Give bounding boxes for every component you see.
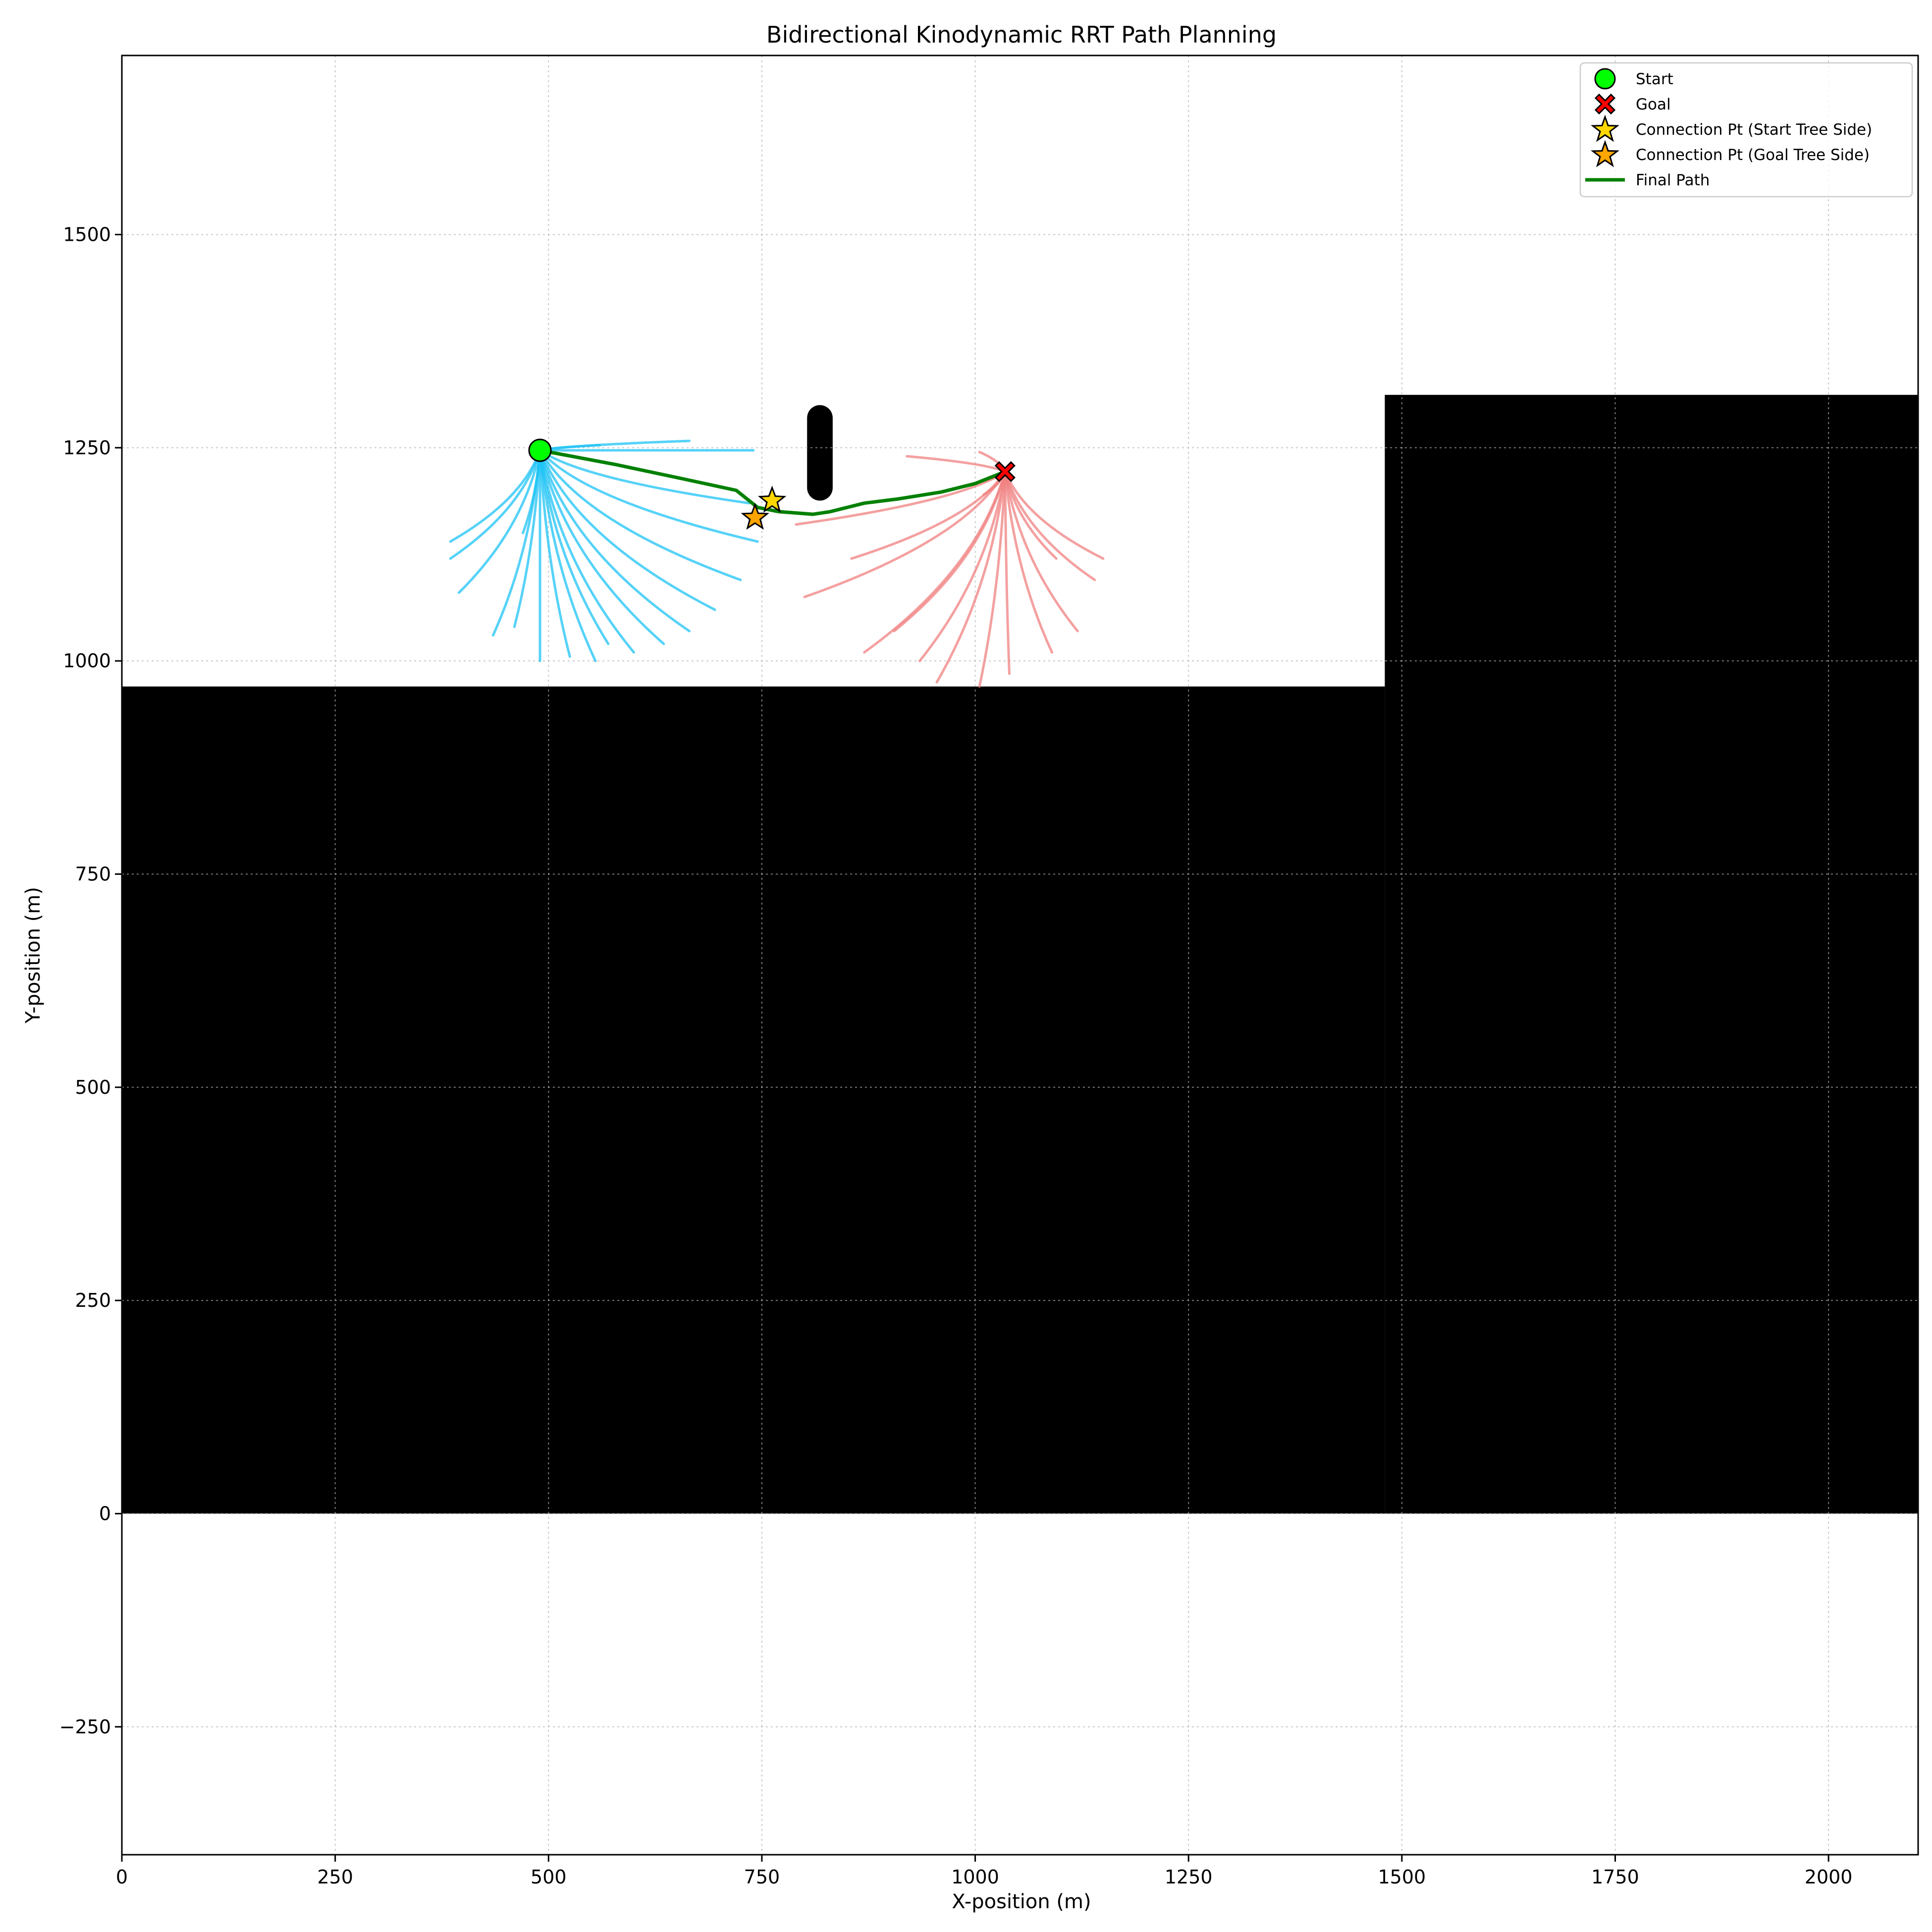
connection-start-side-marker (757, 485, 787, 513)
legend-label-goal: Goal (1636, 96, 1671, 113)
obstacle-layer (122, 395, 1918, 1514)
connection-goal-side-marker (741, 502, 769, 530)
legend-label-final-path: Final Path (1636, 171, 1710, 189)
start-tree-branch (449, 449, 541, 543)
start-marker (528, 438, 552, 462)
legend: Start Goal Connection Pt (Start Tree Sid… (1579, 62, 1913, 198)
x-tick-label: 250 (317, 1866, 353, 1888)
y-axis-label: Y-position (m) (22, 887, 45, 1023)
legend-label-connection-goal: Connection Pt (Goal Tree Side) (1636, 146, 1870, 164)
plot-area (121, 55, 1918, 1855)
goal-tree-branch (935, 470, 1007, 684)
goal-tree-branch (918, 470, 1007, 662)
final-path-line (538, 448, 1007, 516)
x-tick-label: 1000 (951, 1866, 999, 1888)
start-tree-branch (538, 449, 636, 654)
start-tree-branch (538, 449, 716, 611)
goal-tree-branch (893, 470, 1007, 633)
legend-label-connection-start: Connection Pt (Start Tree Side) (1636, 121, 1872, 139)
y-tick-label: 1250 (63, 437, 111, 459)
legend-goal-marker (1594, 93, 1616, 115)
obstacle (807, 405, 833, 501)
x-tick-label: 0 (116, 1866, 128, 1888)
x-tick-label: 1500 (1378, 1866, 1426, 1888)
x-axis-ticks: 0 250 500 750 1000 1250 1500 1750 2000 (116, 1855, 1853, 1888)
start-tree-branch (538, 449, 751, 505)
goal-tree-branch (978, 470, 1007, 688)
marker-layer (528, 438, 1016, 530)
x-tick-label: 2000 (1805, 1866, 1853, 1888)
tree-layer (449, 439, 1105, 688)
y-tick-label: 750 (75, 863, 111, 885)
legend-box (1579, 62, 1913, 198)
start-tree-branch (538, 449, 571, 658)
start-tree-branch (538, 449, 759, 543)
start-tree-branch (538, 449, 597, 662)
y-tick-label: 500 (75, 1076, 111, 1098)
x-tick-label: 750 (744, 1866, 780, 1888)
obstacle (122, 686, 1385, 1514)
x-axis-label: X-position (m) (952, 1890, 1091, 1913)
goal-tree-branch (1004, 470, 1096, 582)
goal-tree-branch (1004, 470, 1011, 675)
y-tick-label: −250 (59, 1716, 111, 1738)
start-tree-branch (538, 449, 742, 582)
legend-connection-goal-marker (1591, 140, 1619, 167)
y-tick-label: 250 (75, 1289, 111, 1311)
legend-label-start: Start (1636, 70, 1673, 88)
legend-start-marker (1594, 68, 1616, 90)
legend-connection-start-marker (1591, 114, 1619, 142)
obstacle (1385, 395, 1918, 1514)
x-tick-label: 1750 (1591, 1866, 1639, 1888)
path-layer (538, 448, 1007, 516)
goal-tree-branch (1004, 470, 1054, 654)
x-tick-label: 1250 (1165, 1866, 1213, 1888)
plot-frame (121, 54, 1919, 1856)
start-tree-branch (538, 449, 691, 633)
start-tree-branch (538, 449, 665, 645)
y-tick-label: 0 (99, 1503, 111, 1524)
chart-title: Bidirectional Kinodynamic RRT Path Plann… (766, 21, 1277, 48)
goal-tree-branch (1004, 470, 1058, 560)
start-tree-branch (457, 449, 541, 594)
goal-tree-branch (850, 470, 1007, 560)
y-tick-label: 1500 (63, 223, 111, 245)
x-tick-label: 500 (531, 1866, 567, 1888)
goal-marker (994, 461, 1016, 483)
y-tick-label: 1000 (63, 650, 111, 672)
grid-layer (121, 55, 1918, 1855)
goal-tree-branch (1004, 470, 1105, 560)
goal-tree-branch (1004, 470, 1079, 633)
y-axis-ticks: −250 0 250 500 750 1000 1250 1500 (59, 223, 122, 1738)
